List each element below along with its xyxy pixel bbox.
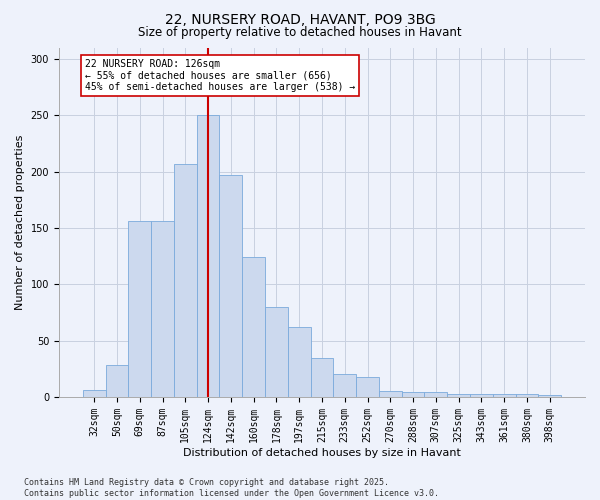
Text: Size of property relative to detached houses in Havant: Size of property relative to detached ho… [138,26,462,39]
Bar [401,392,424,397]
Y-axis label: Number of detached properties: Number of detached properties [15,134,25,310]
X-axis label: Distribution of detached houses by size in Havant: Distribution of detached houses by size … [183,448,461,458]
Bar [538,394,561,397]
Bar [288,327,311,397]
Bar [470,394,493,397]
Bar [334,374,356,397]
Bar [265,307,288,397]
Bar [515,394,538,397]
Bar [356,376,379,397]
Bar [379,392,401,397]
Bar [220,175,242,397]
Bar [197,115,220,397]
Bar [174,164,197,397]
Bar [151,221,174,397]
Text: 22, NURSERY ROAD, HAVANT, PO9 3BG: 22, NURSERY ROAD, HAVANT, PO9 3BG [164,12,436,26]
Bar [83,390,106,397]
Bar [106,366,128,397]
Text: Contains HM Land Registry data © Crown copyright and database right 2025.
Contai: Contains HM Land Registry data © Crown c… [24,478,439,498]
Bar [447,394,470,397]
Bar [311,358,334,397]
Bar [128,221,151,397]
Bar [493,394,515,397]
Bar [424,392,447,397]
Bar [242,257,265,397]
Text: 22 NURSERY ROAD: 126sqm
← 55% of detached houses are smaller (656)
45% of semi-d: 22 NURSERY ROAD: 126sqm ← 55% of detache… [85,59,355,92]
